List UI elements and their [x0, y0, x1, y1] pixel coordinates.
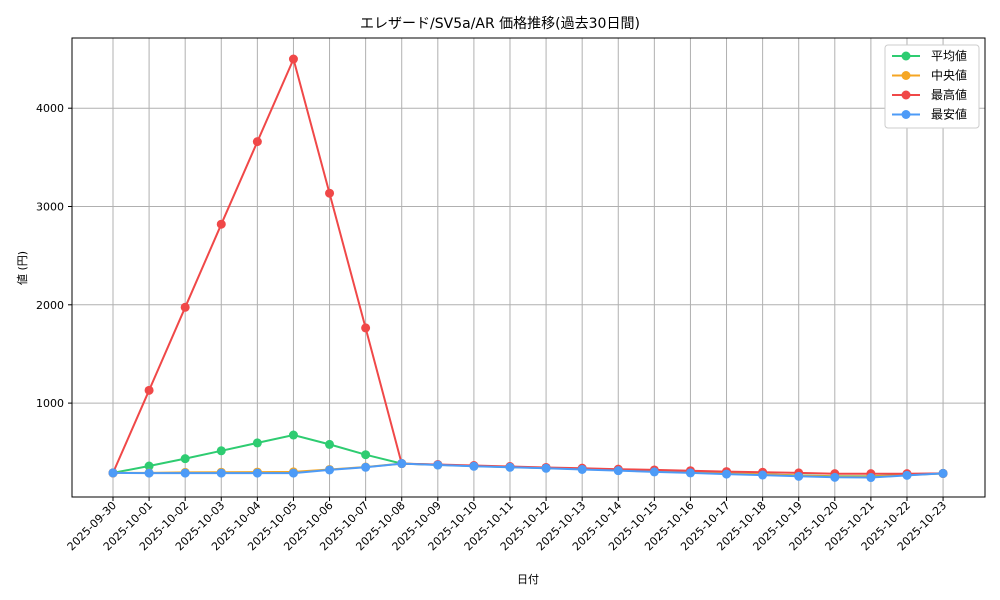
data-point [866, 473, 876, 483]
legend-label: 中央値 [931, 68, 967, 83]
y-tick-label: 3000 [36, 201, 64, 214]
legend-item: 最安値 [892, 107, 967, 122]
data-point [325, 465, 335, 475]
data-point [180, 454, 190, 464]
data-point [938, 468, 948, 478]
data-point [144, 385, 154, 395]
data-point [433, 460, 443, 470]
data-point [902, 470, 912, 480]
data-point [216, 468, 226, 478]
data-point [180, 468, 190, 478]
data-point [252, 137, 262, 147]
data-point [397, 459, 407, 469]
data-point [794, 471, 804, 481]
data-point [361, 462, 371, 472]
data-series [108, 54, 948, 483]
data-point [288, 468, 298, 478]
y-tick-label: 1000 [36, 397, 64, 410]
grid-lines [72, 38, 985, 497]
data-point [252, 468, 262, 478]
legend-marker-icon [901, 71, 911, 80]
data-point [469, 461, 479, 471]
data-point [685, 468, 695, 478]
legend-label: 平均値 [931, 48, 967, 63]
series-line [112, 433, 944, 478]
data-point [505, 462, 515, 472]
series-line [112, 462, 944, 479]
data-point [216, 446, 226, 456]
x-axis: 2025-09-302025-10-012025-10-022025-10-03… [65, 497, 949, 553]
legend-box [884, 44, 980, 129]
legend-item: 最高値 [892, 87, 967, 102]
data-point [361, 323, 371, 333]
data-point [325, 188, 335, 198]
series-line [113, 462, 944, 478]
y-axis-label: 値 (円) [16, 251, 29, 285]
data-point [288, 54, 298, 64]
y-tick-label: 2000 [36, 299, 64, 312]
data-point [830, 472, 840, 482]
legend-label: 最安値 [931, 107, 967, 122]
data-point [541, 463, 551, 473]
plot-area-frame [71, 37, 986, 498]
legend-marker-icon [901, 90, 911, 100]
series-line [112, 56, 944, 475]
data-point [288, 430, 298, 440]
data-point [722, 469, 732, 479]
legend-marker-icon [901, 110, 911, 119]
data-point [180, 302, 190, 312]
data-point [758, 470, 768, 480]
data-point [108, 468, 118, 478]
x-axis-label: 日付 [517, 573, 539, 586]
legend-item: 平均値 [892, 48, 967, 63]
data-point [252, 438, 262, 448]
y-axis: 1000 2000 3000 4000 [36, 102, 72, 410]
data-point [649, 467, 659, 477]
series-最安値 [108, 459, 948, 483]
data-point [325, 439, 335, 449]
legend-item: 中央値 [892, 68, 967, 83]
data-point [144, 468, 154, 478]
data-point [613, 466, 623, 476]
series-最高値 [108, 54, 948, 479]
y-tick-label: 4000 [36, 102, 64, 115]
legend-marker-icon [901, 51, 911, 61]
chart-title: エレザード/SV5a/AR 価格推移(過去30日間) [360, 16, 640, 32]
data-point [577, 464, 587, 474]
data-point [216, 219, 226, 229]
legend-label: 最高値 [931, 87, 967, 102]
data-point [144, 461, 154, 471]
data-point [361, 450, 371, 460]
